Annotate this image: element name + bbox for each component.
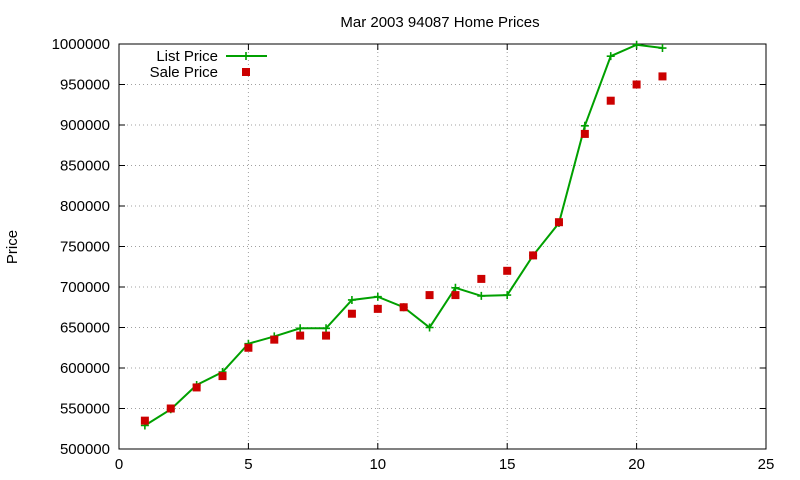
sale-price-point bbox=[451, 291, 460, 300]
y-tick-label: 750000 bbox=[60, 239, 110, 256]
sale-price-point bbox=[373, 304, 382, 313]
list-price-point bbox=[322, 324, 331, 333]
y-axis-label: Price bbox=[4, 230, 21, 264]
sale-price-point bbox=[347, 309, 356, 318]
sale-price-point bbox=[529, 251, 538, 260]
list-price-point bbox=[296, 324, 305, 333]
list-price-point bbox=[632, 40, 641, 49]
sale-price-point bbox=[554, 218, 563, 227]
axis-ticks: 0 5 10 15 20 25 500000 550000 600000 650000 700000… bbox=[52, 36, 775, 473]
sale-price-point bbox=[218, 372, 227, 381]
sale-price-point bbox=[477, 274, 486, 283]
sale-price-point bbox=[140, 416, 149, 425]
sale-price-point bbox=[606, 96, 615, 105]
y-tick-label: 900000 bbox=[60, 117, 110, 134]
series-sale-price bbox=[140, 72, 667, 425]
list-price-point bbox=[606, 52, 615, 61]
sale-price-point bbox=[322, 331, 331, 340]
list-price-point bbox=[425, 323, 434, 332]
x-tick-label: 20 bbox=[628, 456, 645, 473]
grid bbox=[119, 44, 766, 449]
sale-price-point bbox=[580, 129, 589, 138]
y-tick-label: 500000 bbox=[60, 441, 110, 458]
y-tick-label: 600000 bbox=[60, 360, 110, 377]
list-price-point bbox=[373, 292, 382, 301]
y-tick-label: 800000 bbox=[60, 198, 110, 215]
sale-price-point bbox=[399, 303, 408, 312]
y-tick-label: 700000 bbox=[60, 279, 110, 296]
sale-price-point bbox=[166, 404, 175, 413]
x-tick-label: 10 bbox=[369, 456, 386, 473]
y-tick-label: 950000 bbox=[60, 77, 110, 94]
list-price-point bbox=[658, 44, 667, 53]
legend-label: List Price bbox=[156, 48, 218, 65]
sale-price-point bbox=[632, 80, 641, 89]
y-tick-label: 550000 bbox=[60, 401, 110, 418]
sale-price-point bbox=[503, 266, 512, 275]
legend-label: Sale Price bbox=[150, 64, 218, 81]
x-tick-label: 5 bbox=[244, 456, 252, 473]
sale-price-point bbox=[270, 335, 279, 344]
chart-title: Mar 2003 94087 Home Prices bbox=[340, 14, 539, 31]
list-price-point bbox=[347, 295, 356, 304]
list-price-point bbox=[503, 291, 512, 300]
y-tick-label: 650000 bbox=[60, 320, 110, 337]
sale-price-point bbox=[244, 343, 253, 352]
list-price-point bbox=[477, 291, 486, 300]
list-price-point bbox=[451, 283, 460, 292]
series bbox=[140, 40, 667, 430]
y-tick-label: 850000 bbox=[60, 158, 110, 175]
legend-plus-marker bbox=[242, 52, 250, 60]
x-tick-label: 0 bbox=[115, 456, 123, 473]
plot-frame bbox=[118, 43, 767, 450]
sale-price-point bbox=[658, 72, 667, 81]
sale-price-point bbox=[192, 383, 201, 392]
list-price-point bbox=[580, 121, 589, 130]
legend-square-marker bbox=[242, 68, 250, 76]
x-tick-label: 15 bbox=[499, 456, 516, 473]
series-list-price bbox=[140, 40, 667, 430]
y-tick-label: 1000000 bbox=[52, 36, 110, 53]
x-tick-label: 25 bbox=[758, 456, 775, 473]
sale-price-point bbox=[296, 331, 305, 340]
sale-price-point bbox=[425, 291, 434, 300]
